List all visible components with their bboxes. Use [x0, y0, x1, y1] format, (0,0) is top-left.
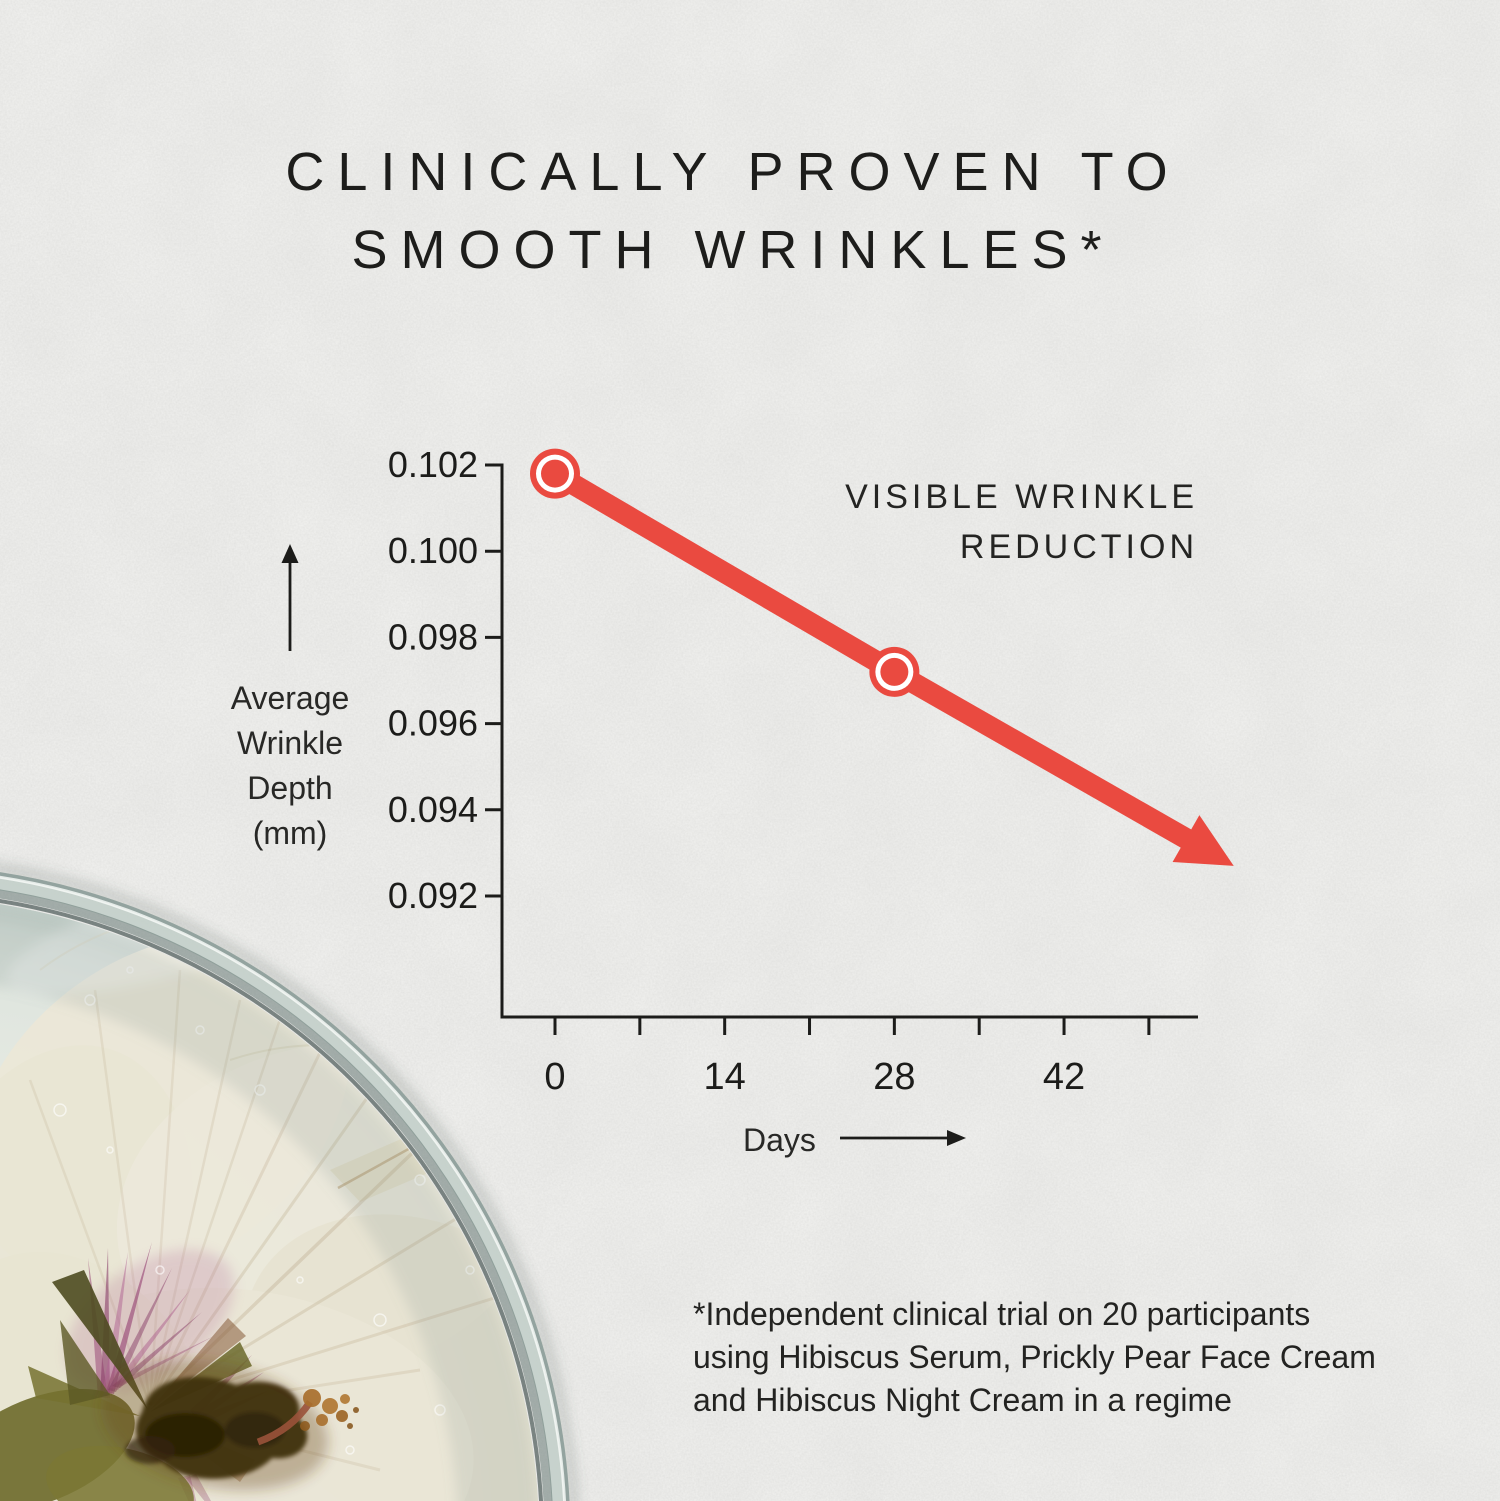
- y-axis-title: Average Wrinkle Depth (mm): [190, 676, 390, 856]
- pressed-flower-photo: [0, 863, 578, 1501]
- y-tick-label: 0.098: [388, 616, 478, 657]
- footnote-line: *Independent clinical trial on 20 partic…: [693, 1296, 1311, 1332]
- y-axis-title-line: Average: [230, 680, 350, 716]
- footnote: *Independent clinical trial on 20 partic…: [693, 1293, 1376, 1422]
- footnote-line: using Hibiscus Serum, Prickly Pear Face …: [693, 1339, 1376, 1375]
- page-title: CLINICALLY PROVEN TO SMOOTH WRINKLES*: [0, 133, 1466, 289]
- y-axis-title-line: Depth: [247, 770, 333, 806]
- x-axis-ticks: 0 14 28 42: [544, 1017, 1151, 1098]
- x-axis-title: Days: [743, 1122, 816, 1158]
- page-title-line-1: CLINICALLY PROVEN TO: [285, 142, 1181, 202]
- y-tick-label: 0.100: [388, 530, 478, 571]
- dish-interior: [0, 896, 539, 1501]
- data-point-marker: [530, 448, 580, 499]
- footnote-line: and Hibiscus Night Cream in a regime: [693, 1382, 1232, 1418]
- page-title-line-2: SMOOTH WRINKLES*: [351, 220, 1115, 280]
- x-tick-label: 14: [704, 1056, 746, 1098]
- x-axis-arrow-icon: [840, 1130, 966, 1146]
- y-axis-title-line: Wrinkle: [236, 725, 344, 761]
- x-tick-label: 28: [873, 1056, 915, 1098]
- y-tick-label: 0.096: [388, 703, 478, 744]
- chart-annotation: VISIBLE WRINKLE REDUCTION: [845, 472, 1198, 572]
- chart-annotation-line: REDUCTION: [959, 528, 1198, 566]
- y-tick-label: 0.094: [388, 789, 478, 830]
- data-point-marker: [869, 646, 920, 697]
- chart-annotation-line: VISIBLE WRINKLE: [845, 478, 1198, 516]
- y-tick-label: 0.102: [388, 444, 478, 485]
- y-axis-arrow-icon: [281, 544, 299, 651]
- x-tick-label: 42: [1043, 1056, 1085, 1098]
